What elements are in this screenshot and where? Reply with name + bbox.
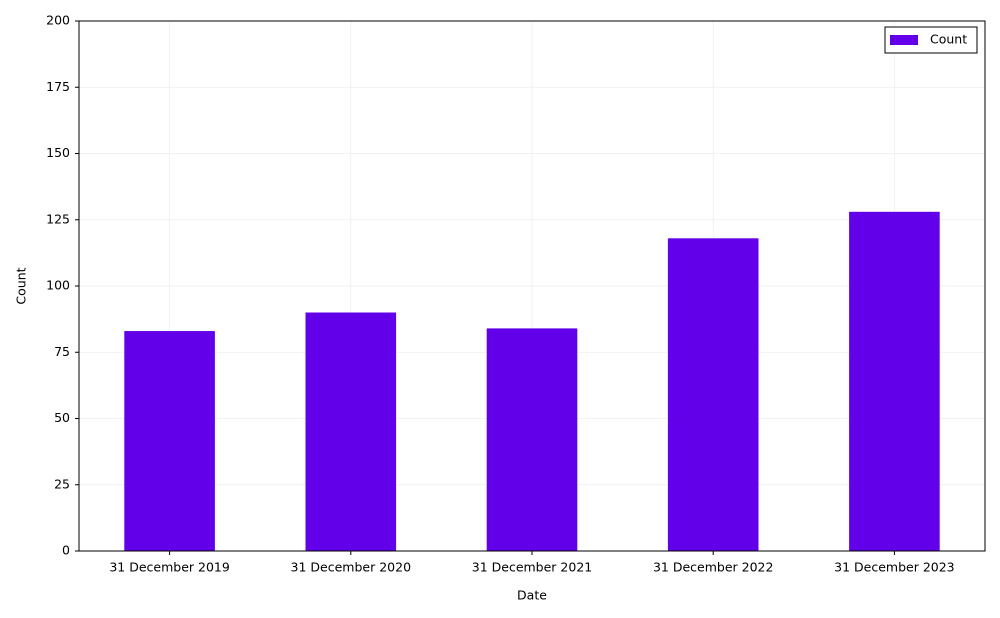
y-tick-label: 125: [46, 211, 70, 226]
bar: [305, 312, 397, 551]
y-tick-label: 0: [62, 543, 70, 558]
x-tick-label: 31 December 2022: [653, 560, 773, 575]
x-tick-label: 31 December 2023: [834, 560, 954, 575]
bar: [667, 238, 759, 552]
y-tick-label: 25: [54, 476, 70, 491]
x-tick-label: 31 December 2021: [472, 560, 592, 575]
y-tick-label: 150: [46, 145, 70, 160]
y-tick-label: 175: [46, 79, 70, 94]
y-tick-label: 200: [46, 13, 70, 28]
plot-frame: [78, 20, 986, 552]
x-tick-label: 31 December 2020: [291, 560, 412, 575]
y-tick-label: 100: [46, 278, 70, 293]
x-tick-label: 31 December 2019: [109, 560, 230, 575]
y-tick-label: 50: [54, 410, 70, 425]
y-axis-label: Count: [14, 267, 29, 304]
legend-swatch: [890, 35, 918, 45]
bar: [486, 328, 578, 551]
y-tick-label: 75: [54, 344, 70, 359]
bar: [849, 211, 940, 552]
legend-label: Count: [930, 32, 967, 47]
x-axis-label: Date: [517, 588, 547, 603]
bar: [124, 331, 215, 551]
